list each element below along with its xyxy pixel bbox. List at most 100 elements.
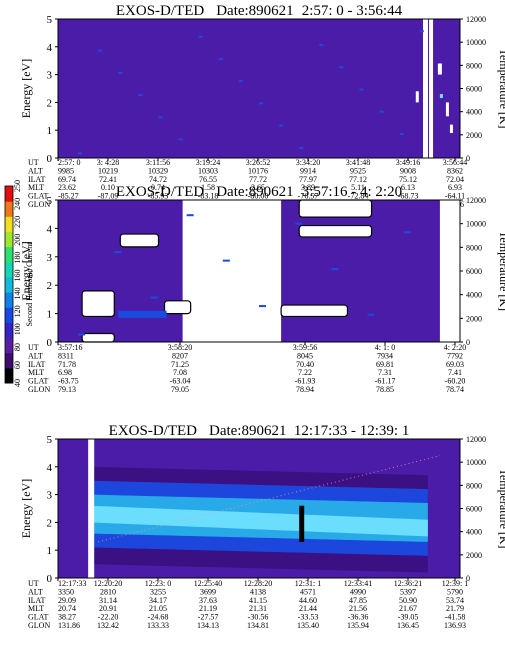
ephemeris-row-label: GLAT: [28, 377, 49, 386]
ephemeris-cell: 3:11:56: [146, 158, 170, 167]
y-right-tick-label: 2000: [466, 551, 482, 560]
noise-pixel: [114, 251, 122, 254]
ephemeris-cell: 20.74: [58, 604, 76, 613]
y-tick-label: 2: [47, 517, 53, 529]
ephemeris-cell: -24.68: [148, 613, 169, 622]
ephemeris-cell: -80.00: [248, 192, 269, 201]
y-right-axis-label: Temperature [K]: [497, 48, 505, 128]
colorbar-swatch: [5, 307, 13, 323]
data-gap: [423, 19, 429, 158]
colorbar-swatch: [5, 276, 13, 293]
noise-pixel: [399, 132, 404, 135]
colorbar-tick-label: 60: [13, 361, 22, 369]
y-right-tick-label: 4000: [466, 108, 482, 117]
y-tick-label: 0: [47, 337, 53, 349]
data-gap: [437, 63, 442, 75]
ephemeris-cell: 78.94: [296, 385, 314, 394]
ephemeris-row-label: GLON: [28, 621, 50, 630]
noise-pixel: [78, 152, 83, 155]
noise-pixel: [279, 124, 284, 127]
ephemeris-cell: 10329: [148, 166, 168, 175]
noise-pixel: [222, 259, 230, 262]
ephemeris-table: UTALTILATMLTGLATGLON12:17:33335029.0920.…: [28, 579, 468, 630]
colorbar-tick-label: 180: [13, 252, 22, 264]
ephemeris-cell: 2.65: [251, 183, 265, 192]
ephemeris-row-label: GLON: [28, 200, 50, 209]
ephemeris-cell: 12:39: 1: [442, 579, 468, 588]
y-axis-label: Energy [eV]: [19, 59, 33, 118]
ephemeris-cell: 21.67: [399, 604, 417, 613]
ephemeris-cell: 50.90: [399, 596, 417, 605]
ephemeris-cell: 77.12: [349, 175, 367, 184]
ephemeris-row-label: UT: [28, 158, 39, 167]
noise-pixel: [238, 80, 243, 83]
ephemeris-cell: 3:19:24: [196, 158, 220, 167]
y-right-tick-label: 8000: [466, 243, 482, 252]
ephemeris-cell: 72.04: [446, 175, 464, 184]
ephemeris-cell: 8207: [172, 351, 188, 360]
bright-pixel: [439, 94, 443, 99]
ephemeris-cell: -33.53: [298, 613, 319, 622]
ephemeris-cell: 10303: [198, 166, 218, 175]
y-right-tick-label: 10000: [466, 220, 486, 229]
ephemeris-cell: 37.63: [199, 596, 217, 605]
ephemeris-cell: -68.73: [398, 192, 419, 201]
ephemeris-cell: 7.22: [298, 368, 312, 377]
ephemeris-cell: 134.13: [197, 621, 219, 630]
ephemeris-cell: 21.79: [446, 604, 464, 613]
noise-pixel: [259, 102, 263, 105]
y-right-axis-label: Temperature [K]: [497, 468, 505, 548]
ephemeris-cell: 7.08: [173, 368, 187, 377]
ephemeris-row-label: ILAT: [28, 360, 45, 369]
ephemeris-cell: 7.31: [378, 368, 392, 377]
colorbar-label: Second Harmonic Current: [25, 242, 34, 327]
ephemeris-row-label: ILAT: [28, 175, 45, 184]
ephemeris-cell: 3:49:16: [396, 158, 420, 167]
ephemeris-cell: 3.89: [301, 183, 315, 192]
data-gap: [445, 102, 449, 117]
ephemeris-cell: 21.44: [299, 604, 317, 613]
ephemeris-cell: 44.60: [299, 596, 317, 605]
ephemeris-cell: 47.85: [349, 596, 367, 605]
ephemeris-cell: -36.36: [348, 613, 369, 622]
colorbar-tick-label: 80: [13, 343, 22, 351]
ephemeris-cell: -30.56: [248, 613, 269, 622]
y-right-tick-label: 2000: [466, 314, 482, 323]
data-gap: [449, 124, 453, 133]
y-right-tick-label: 10000: [466, 38, 486, 47]
ephemeris-cell: 1.58: [201, 183, 215, 192]
y-right-tick-label: 12000: [466, 196, 486, 205]
plot-background: [58, 19, 460, 158]
colorbar-tick-label: 120: [13, 305, 22, 317]
ephemeris-cell: 77.97: [299, 175, 317, 184]
title-date: Date:890621: [216, 184, 293, 200]
y-tick-label: 2: [47, 280, 53, 292]
y-right-tick-label: 8000: [466, 61, 482, 70]
ephemeris-cell: 6.13: [401, 183, 415, 192]
y-right-tick-label: 10000: [466, 458, 486, 467]
ephemeris-cell: -61.93: [295, 377, 316, 386]
y-right-tick-label: 8000: [466, 481, 482, 490]
ephemeris-cell: 3:58:20: [168, 343, 192, 352]
ephemeris-cell: 135.94: [347, 621, 369, 630]
colorbar-swatch: [5, 337, 13, 354]
ephemeris-cell: -85.27: [58, 192, 79, 201]
ephemeris-cell: 79.13: [58, 385, 76, 394]
ephemeris-cell: 12:20:20: [94, 579, 122, 588]
dark-stripe: [299, 505, 305, 542]
colorbar-swatch: [5, 216, 13, 232]
noise-pixel: [259, 305, 266, 308]
ephemeris-cell: 70.40: [296, 360, 314, 369]
y-right-tick-label: 4000: [466, 291, 482, 300]
ephemeris-cell: 69.03: [446, 360, 464, 369]
ephemeris-cell: 135.40: [297, 621, 319, 630]
y-tick-label: 3: [47, 252, 53, 264]
noise-pixel: [118, 71, 123, 74]
y-right-tick-label: 12000: [466, 15, 486, 24]
ephemeris-cell: 5397: [400, 587, 416, 596]
ephemeris-cell: 3255: [150, 587, 166, 596]
ephemeris-cell: 53.74: [446, 596, 464, 605]
colorbar-tick-label: 200: [13, 234, 22, 246]
ephemeris-cell: 5790: [447, 587, 463, 596]
